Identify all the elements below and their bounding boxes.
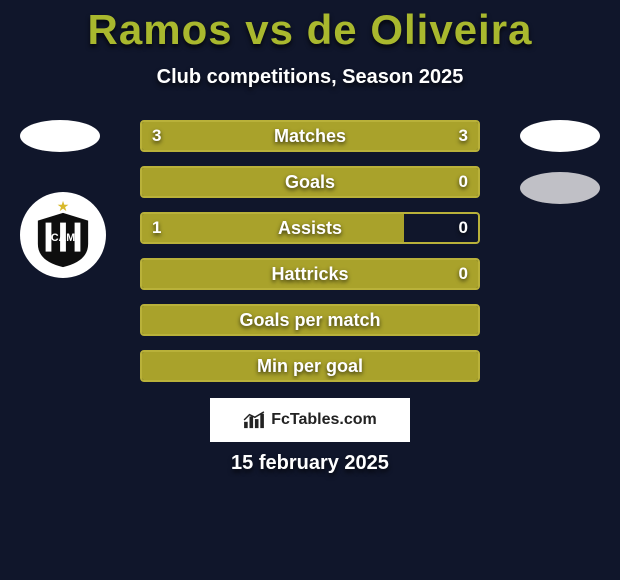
club-logo-ellipse [520, 120, 600, 152]
stage: Ramos vs de Oliveira Club competitions, … [0, 0, 620, 580]
stat-label: Matches [142, 122, 478, 150]
page-subtitle: Club competitions, Season 2025 [0, 66, 620, 89]
stat-label: Hattricks [142, 260, 478, 288]
brand-text: FcTables.com [271, 411, 377, 429]
stat-label: Assists [142, 214, 478, 242]
star-icon: ★ [57, 198, 70, 215]
stat-value-right: 0 [459, 168, 468, 196]
stat-value-right: 3 [459, 122, 468, 150]
comparison-rows: Matches33Goals0Assists10Hattricks0Goals … [140, 120, 480, 382]
date-text: 15 february 2025 [0, 452, 620, 475]
club-logo-atletico: ★ CAM [20, 192, 106, 278]
club-logo-ellipse [20, 120, 100, 152]
stat-label: Goals [142, 168, 478, 196]
stat-label: Min per goal [142, 352, 478, 380]
left-logo-column: ★ CAM [20, 120, 106, 278]
chart-icon [243, 411, 265, 429]
stat-value-left: 1 [152, 214, 161, 242]
stat-row: Goals0 [140, 166, 480, 198]
stat-row: Matches3 3 [140, 120, 480, 152]
stat-label: Goals per match [142, 306, 478, 334]
stat-row: Min per goal [140, 350, 480, 382]
stat-row: Goals per match [140, 304, 480, 336]
club-logo-ellipse [520, 172, 600, 204]
brand-box: FcTables.com [210, 398, 410, 442]
stat-value-left: 3 [152, 122, 161, 150]
shield-icon: CAM [34, 211, 92, 269]
svg-text:CAM: CAM [51, 232, 75, 244]
stat-value-right: 0 [459, 260, 468, 288]
right-logo-column [520, 120, 600, 204]
page-title: Ramos vs de Oliveira [0, 0, 620, 54]
stat-row: Assists1 0 [140, 212, 480, 244]
stat-value-right: 0 [459, 214, 468, 242]
stat-row: Hattricks0 [140, 258, 480, 290]
